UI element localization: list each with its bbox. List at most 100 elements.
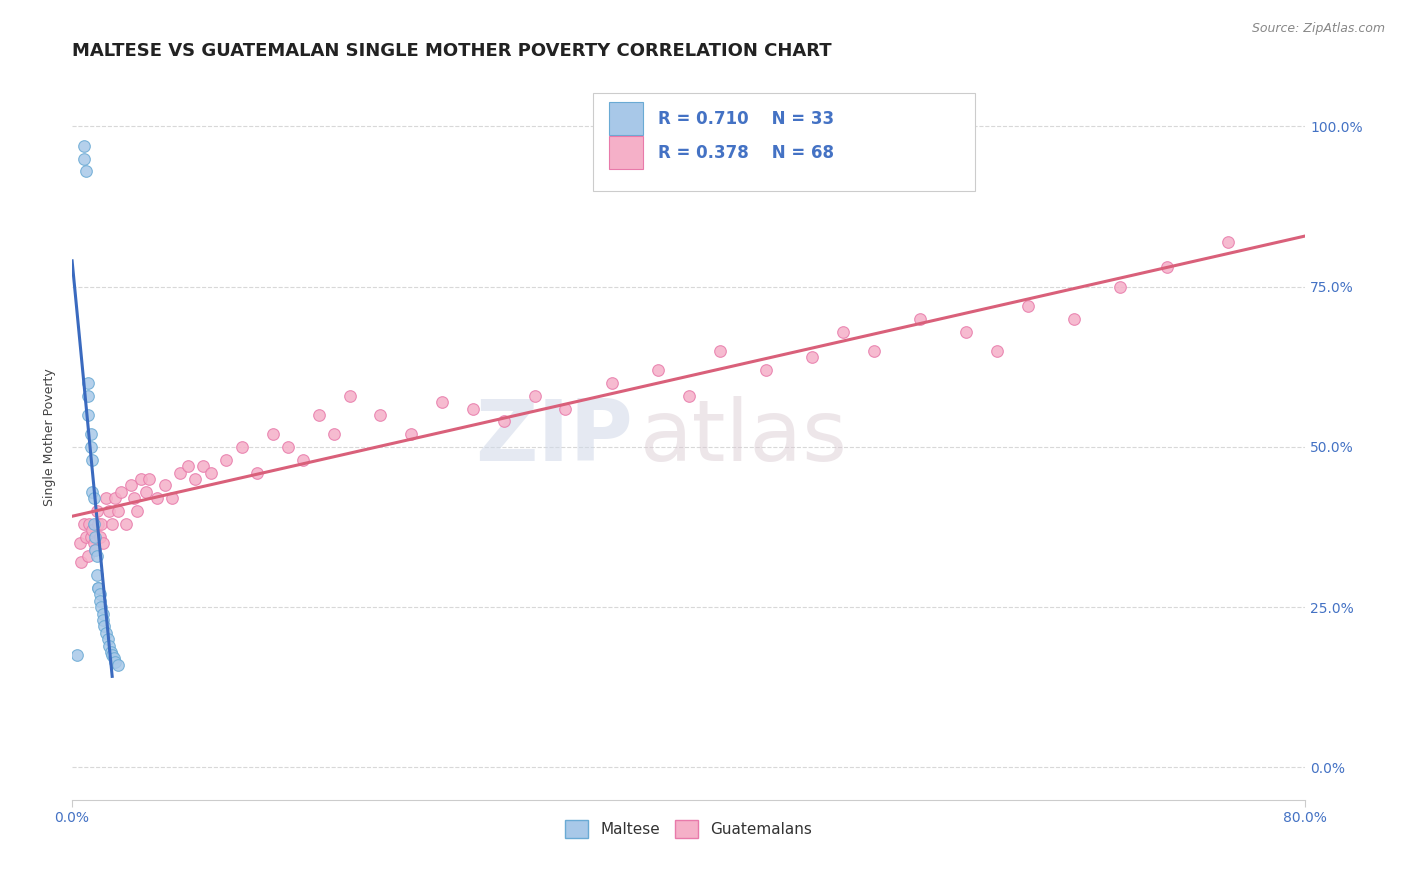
Text: atlas: atlas: [640, 396, 848, 479]
Point: [84, 542, 107, 557]
Point: [77, 516, 100, 531]
Point: [277, 440, 299, 454]
Point: [94, 491, 117, 506]
Point: [1017, 299, 1039, 313]
Point: [101, 648, 124, 663]
Point: [73, 138, 96, 153]
Point: [832, 325, 855, 339]
Point: [955, 325, 977, 339]
Point: [125, 504, 148, 518]
Point: [91, 607, 114, 621]
Point: [82, 484, 104, 499]
Point: [1109, 279, 1132, 293]
Point: [87, 516, 110, 531]
Point: [908, 311, 931, 326]
Point: [86, 504, 108, 518]
Point: [69, 536, 91, 550]
Point: [73, 152, 96, 166]
Point: [76, 376, 98, 390]
Point: [83, 491, 105, 506]
Point: [103, 651, 125, 665]
Point: [70, 555, 93, 569]
Point: [162, 491, 184, 506]
Text: R = 0.378    N = 68: R = 0.378 N = 68: [658, 144, 834, 161]
Point: [107, 504, 129, 518]
Point: [523, 389, 546, 403]
Point: [93, 619, 115, 633]
Point: [89, 594, 111, 608]
Text: R = 0.710    N = 33: R = 0.710 N = 33: [658, 110, 834, 128]
Point: [75, 530, 97, 544]
Point: [100, 645, 122, 659]
Point: [246, 466, 269, 480]
Text: ZIP: ZIP: [475, 396, 633, 479]
Point: [66, 648, 89, 663]
Point: [82, 524, 104, 538]
Point: [461, 401, 484, 416]
Point: [75, 164, 97, 178]
Point: [1063, 311, 1085, 326]
Point: [135, 484, 157, 499]
Point: [647, 363, 669, 377]
Point: [262, 427, 284, 442]
Point: [678, 389, 700, 403]
Point: [153, 478, 176, 492]
Legend: Maltese, Guatemalans: Maltese, Guatemalans: [560, 814, 818, 844]
FancyBboxPatch shape: [592, 94, 974, 191]
Point: [801, 350, 824, 364]
Point: [138, 472, 160, 486]
Point: [83, 516, 105, 531]
Point: [1218, 235, 1240, 249]
Point: [91, 613, 114, 627]
Point: [89, 530, 111, 544]
Point: [755, 363, 778, 377]
Point: [107, 657, 129, 672]
Point: [492, 414, 515, 428]
Point: [862, 343, 884, 358]
Point: [82, 452, 104, 467]
Point: [86, 549, 108, 563]
Bar: [609, 136, 643, 169]
Point: [76, 389, 98, 403]
Point: [184, 472, 207, 486]
Bar: [609, 103, 643, 135]
Point: [90, 516, 112, 531]
Point: [200, 466, 222, 480]
Point: [191, 459, 214, 474]
Point: [177, 459, 200, 474]
Point: [79, 440, 101, 454]
Point: [73, 516, 96, 531]
Point: [86, 568, 108, 582]
Text: Source: ZipAtlas.com: Source: ZipAtlas.com: [1251, 22, 1385, 36]
Point: [215, 452, 238, 467]
Point: [430, 395, 453, 409]
Point: [308, 408, 330, 422]
Point: [104, 491, 127, 506]
Point: [169, 466, 191, 480]
Point: [709, 343, 731, 358]
Point: [76, 549, 98, 563]
Point: [323, 427, 346, 442]
Point: [110, 484, 132, 499]
Point: [339, 389, 361, 403]
Point: [96, 632, 118, 647]
Point: [76, 408, 98, 422]
Point: [91, 536, 114, 550]
Point: [98, 639, 121, 653]
Point: [600, 376, 623, 390]
Point: [104, 655, 127, 669]
Point: [1156, 260, 1178, 275]
Point: [231, 440, 253, 454]
Point: [94, 625, 117, 640]
Point: [122, 491, 145, 506]
Point: [399, 427, 422, 442]
Point: [89, 587, 111, 601]
Point: [87, 581, 110, 595]
Point: [79, 530, 101, 544]
Text: MALTESE VS GUATEMALAN SINGLE MOTHER POVERTY CORRELATION CHART: MALTESE VS GUATEMALAN SINGLE MOTHER POVE…: [72, 42, 832, 60]
Point: [79, 427, 101, 442]
Point: [101, 516, 124, 531]
Point: [115, 516, 138, 531]
Point: [554, 401, 576, 416]
Point: [370, 408, 392, 422]
